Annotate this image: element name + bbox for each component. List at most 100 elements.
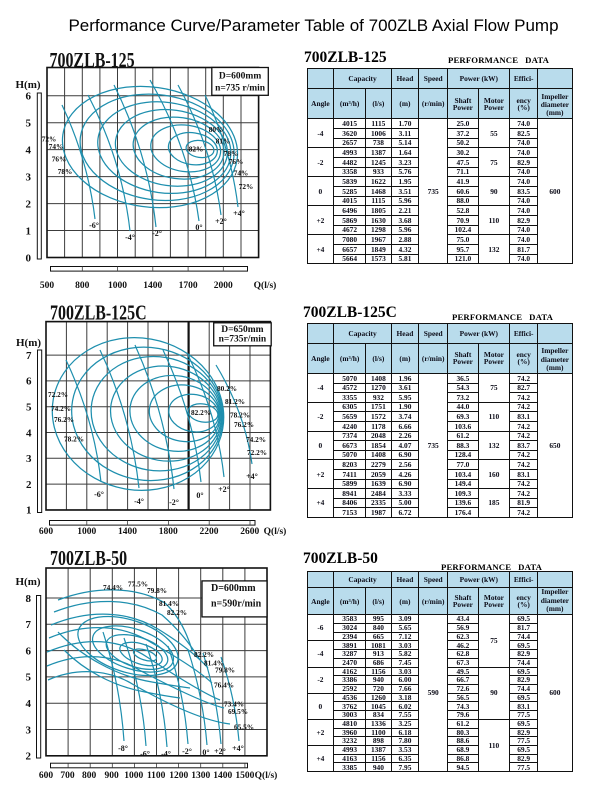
- svg-text:69.5%: 69.5%: [228, 707, 248, 716]
- svg-text:+4°: +4°: [246, 472, 258, 481]
- svg-text:79.8%: 79.8%: [215, 666, 235, 675]
- svg-text:2600: 2600: [240, 527, 259, 537]
- svg-text:80.2%: 80.2%: [217, 384, 237, 393]
- svg-text:72%: 72%: [239, 182, 254, 191]
- svg-text:n=590r/min: n=590r/min: [211, 599, 262, 610]
- svg-text:700ZLB-125C: 700ZLB-125C: [50, 301, 147, 325]
- svg-text:5: 5: [26, 402, 32, 414]
- svg-text:n=735 r/min: n=735 r/min: [215, 83, 266, 93]
- svg-text:7: 7: [26, 619, 32, 631]
- svg-text:1000: 1000: [108, 281, 127, 291]
- svg-text:6: 6: [26, 376, 32, 388]
- svg-text:82%: 82%: [189, 145, 204, 154]
- svg-text:74%: 74%: [49, 142, 64, 151]
- svg-text:1500: 1500: [235, 771, 254, 781]
- svg-text:-4°: -4°: [125, 233, 135, 242]
- svg-text:81%: 81%: [216, 137, 231, 146]
- svg-text:77.5%: 77.5%: [128, 580, 148, 589]
- svg-text:82.2%: 82.2%: [194, 650, 214, 659]
- svg-text:600: 600: [39, 771, 54, 781]
- svg-text:6: 6: [26, 91, 32, 103]
- svg-text:1000: 1000: [124, 771, 143, 781]
- svg-text:1800: 1800: [159, 527, 178, 537]
- svg-text:-4°: -4°: [161, 750, 171, 759]
- svg-text:-2°: -2°: [169, 498, 179, 507]
- svg-text:1300: 1300: [191, 771, 210, 781]
- svg-text:H(m): H(m): [16, 337, 41, 349]
- svg-text:76%: 76%: [229, 157, 244, 166]
- svg-text:-4°: -4°: [134, 497, 144, 506]
- svg-text:1700: 1700: [179, 281, 198, 291]
- svg-text:1000: 1000: [77, 527, 96, 537]
- svg-text:-6°: -6°: [94, 490, 104, 499]
- svg-text:700: 700: [60, 771, 75, 781]
- svg-text:72.2%: 72.2%: [48, 390, 68, 399]
- svg-text:-8°: -8°: [118, 744, 128, 753]
- svg-text:65.5%: 65.5%: [234, 723, 254, 732]
- svg-text:81.4%: 81.4%: [204, 659, 224, 668]
- svg-text:72.2%: 72.2%: [247, 448, 267, 457]
- svg-text:76.2%: 76.2%: [234, 420, 254, 429]
- svg-text:73.4%: 73.4%: [224, 700, 244, 709]
- svg-text:74.2%: 74.2%: [51, 404, 71, 413]
- svg-text:76.2%: 76.2%: [54, 415, 74, 424]
- svg-text:n=735r/min: n=735r/min: [219, 335, 267, 345]
- svg-text:76.4%: 76.4%: [214, 681, 234, 690]
- svg-text:+2°: +2°: [214, 747, 226, 756]
- svg-text:3: 3: [26, 171, 32, 183]
- svg-text:76%: 76%: [52, 155, 67, 164]
- svg-text:0°: 0°: [202, 748, 209, 757]
- svg-text:800: 800: [75, 281, 90, 291]
- svg-text:+2°: +2°: [218, 485, 230, 494]
- svg-text:1400: 1400: [213, 771, 232, 781]
- svg-text:900: 900: [104, 771, 119, 781]
- svg-text:74%: 74%: [234, 169, 249, 178]
- svg-text:D=650mm: D=650mm: [221, 325, 263, 335]
- svg-text:80%: 80%: [209, 125, 224, 134]
- svg-text:Q(l/s): Q(l/s): [254, 280, 277, 291]
- svg-text:78.2%: 78.2%: [230, 411, 250, 420]
- svg-text:82.2%: 82.2%: [167, 608, 187, 617]
- svg-text:1: 1: [26, 225, 32, 237]
- svg-text:78.2%: 78.2%: [64, 435, 84, 444]
- svg-text:79.8%: 79.8%: [147, 586, 167, 595]
- svg-text:700ZLB-125: 700ZLB-125: [50, 49, 135, 73]
- svg-text:1100: 1100: [147, 771, 166, 781]
- svg-text:4: 4: [26, 698, 32, 710]
- svg-text:-6°: -6°: [140, 750, 150, 759]
- svg-text:D=600mm: D=600mm: [219, 72, 261, 82]
- svg-text:3: 3: [26, 724, 32, 736]
- svg-text:+4°: +4°: [232, 744, 244, 753]
- svg-text:700ZLB-50: 700ZLB-50: [50, 547, 127, 571]
- svg-text:8: 8: [26, 593, 32, 605]
- svg-text:Q(l/s): Q(l/s): [255, 770, 278, 781]
- svg-text:81.4%: 81.4%: [159, 599, 179, 608]
- svg-text:5: 5: [26, 118, 32, 130]
- svg-text:78%: 78%: [224, 149, 239, 158]
- svg-text:81.2%: 81.2%: [225, 397, 245, 406]
- svg-text:72%: 72%: [42, 135, 57, 144]
- svg-text:+2°: +2°: [215, 217, 227, 226]
- svg-text:-2°: -2°: [182, 747, 192, 756]
- svg-text:0: 0: [26, 252, 32, 264]
- svg-text:74.4%: 74.4%: [103, 583, 123, 592]
- svg-text:Q(l/s): Q(l/s): [264, 526, 287, 537]
- svg-text:1200: 1200: [169, 771, 188, 781]
- svg-text:1400: 1400: [118, 527, 137, 537]
- svg-text:2: 2: [26, 751, 32, 763]
- svg-text:3: 3: [26, 453, 32, 465]
- svg-text:7: 7: [26, 350, 32, 362]
- svg-text:5: 5: [26, 672, 32, 684]
- svg-text:1: 1: [26, 505, 32, 517]
- svg-text:1400: 1400: [143, 281, 162, 291]
- svg-text:4: 4: [26, 144, 32, 156]
- svg-text:2000: 2000: [214, 281, 233, 291]
- svg-text:82.2%: 82.2%: [191, 408, 211, 417]
- svg-text:2: 2: [26, 479, 32, 491]
- svg-text:+4°: +4°: [233, 209, 245, 218]
- svg-text:D=600mm: D=600mm: [211, 583, 256, 594]
- svg-text:74.2%: 74.2%: [246, 435, 266, 444]
- svg-text:H(m): H(m): [15, 79, 40, 91]
- svg-text:4: 4: [26, 427, 32, 439]
- svg-text:0°: 0°: [196, 491, 203, 500]
